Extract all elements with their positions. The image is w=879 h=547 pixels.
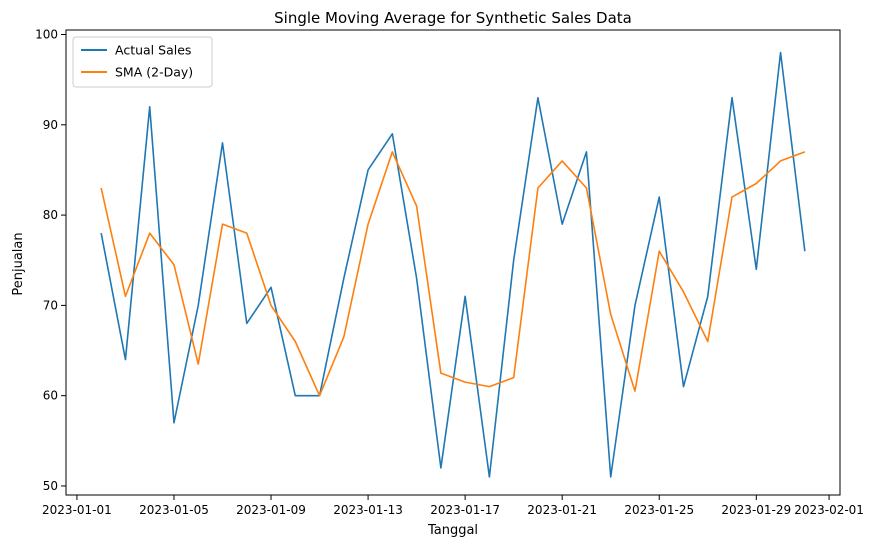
x-axis-title: Tanggal [427,523,478,538]
x-axis: 2023-01-01 2023-01-05 2023-01-09 2023-01-13… [42,495,864,517]
x-tick-label: 2023-01-05 [139,503,209,517]
x-tick-label: 2023-01-29 [721,503,791,517]
legend-label-actual-sales: Actual Sales [115,43,191,58]
x-tick-label: 2023-01-25 [624,503,694,517]
x-tick-label: 2023-01-13 [333,503,403,517]
x-tick-label: 2023-02-01 [794,503,864,517]
y-tick-label: 100 [35,28,58,42]
plot-frame [65,29,841,496]
series-line-1 [100,151,806,397]
x-tick-label: 2023-01-01 [42,503,112,517]
legend-box [72,36,213,88]
legend-label-sma: SMA (2-Day) [115,65,193,80]
y-tick-label: 50 [43,479,58,493]
x-tick-label: 2023-01-17 [430,503,500,517]
y-tick-label: 90 [43,118,58,132]
series-line-0 [100,51,806,478]
y-tick-label: 70 [43,298,58,312]
chart-title: Single Moving Average for Synthetic Sale… [274,9,632,27]
plot-area [100,51,806,478]
x-tick-label: 2023-01-21 [527,503,597,517]
y-tick-label: 80 [43,208,58,222]
y-axis-title: Penjualan [11,232,26,295]
y-tick-label: 60 [43,389,58,403]
y-axis: 50 60 70 80 90 100 [35,28,66,493]
legend: Actual Sales SMA (2-Day) [72,36,213,88]
x-tick-label: 2023-01-09 [236,503,306,517]
